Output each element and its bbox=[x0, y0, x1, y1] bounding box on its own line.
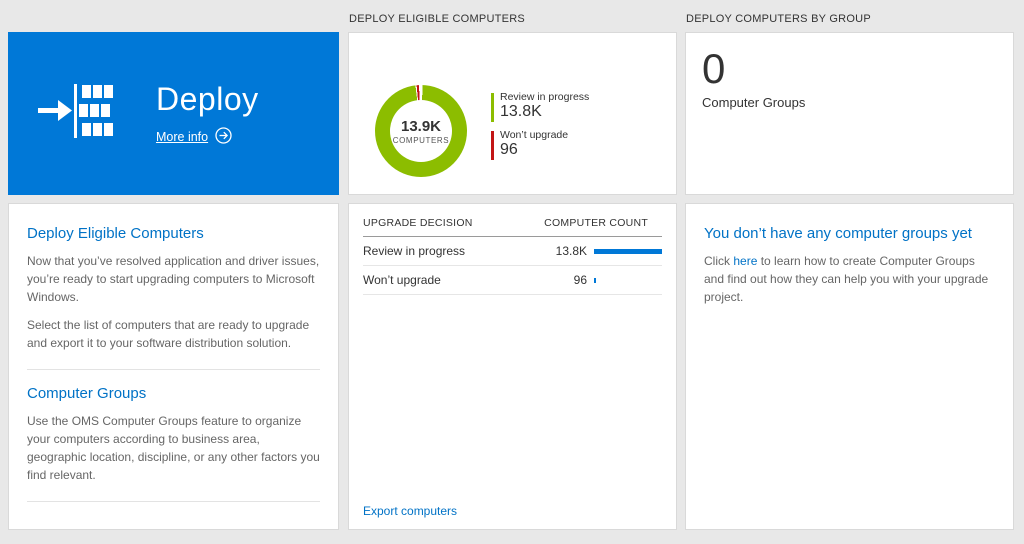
more-info-link[interactable]: More info bbox=[156, 126, 259, 147]
row-count: 96 bbox=[573, 273, 587, 287]
legend-item-review-in-progress: Review in progress 13.8K bbox=[491, 91, 590, 122]
upgrade-decision-panel: UPGRADE DECISION COMPUTER COUNT Review i… bbox=[348, 203, 677, 530]
no-groups-title: You don’t have any computer groups yet bbox=[704, 225, 972, 242]
donut-center: 13.9K COMPUTERS bbox=[390, 100, 452, 162]
deploy-title: Deploy bbox=[156, 80, 259, 117]
column-header-computer-count: COMPUTER COUNT bbox=[544, 217, 648, 229]
deploy-eligible-paragraph-2: Select the list of computers that are re… bbox=[27, 318, 310, 350]
legend-swatch-green bbox=[491, 93, 494, 122]
donut-total-value: 13.9K bbox=[400, 117, 442, 135]
section-divider bbox=[27, 501, 320, 502]
legend-label: Won’t upgrade bbox=[500, 129, 569, 142]
arrow-in-circle-icon bbox=[215, 126, 232, 147]
computer-groups-count: 0 bbox=[702, 45, 726, 92]
count-bar bbox=[594, 248, 662, 254]
section-title-deploy-eligible: Deploy Eligible Computers bbox=[27, 225, 204, 242]
export-computers-link[interactable]: Export computers bbox=[363, 504, 458, 518]
deploy-tile[interactable]: Deploy More info bbox=[8, 32, 339, 195]
computer-groups-tile[interactable]: 0 Computer Groups bbox=[685, 32, 1014, 195]
computer-groups-label: Computer Groups bbox=[702, 95, 806, 111]
table-header-row: UPGRADE DECISION COMPUTER COUNT bbox=[363, 204, 662, 237]
deploy-eligible-paragraph-1: Now that you’ve resolved application and… bbox=[27, 254, 320, 304]
row-bar-zone bbox=[594, 277, 662, 283]
donut-total-label: COMPUTERS bbox=[392, 135, 450, 145]
chart-legend: Review in progress 13.8K Won’t upgrade 9… bbox=[491, 91, 589, 168]
table-row[interactable]: Review in progress 13.8K bbox=[363, 237, 662, 266]
legend-value: 96 bbox=[500, 141, 518, 159]
row-decision: Won’t upgrade bbox=[363, 273, 441, 287]
text-before-link: Click bbox=[704, 254, 734, 268]
legend-value: 13.8K bbox=[500, 103, 542, 120]
column-header-deploy-eligible: DEPLOY ELIGIBLE COMPUTERS bbox=[349, 13, 525, 25]
row-count: 13.8K bbox=[555, 244, 587, 258]
count-bar bbox=[594, 277, 597, 283]
eligible-computers-chart-tile[interactable]: 13.9K COMPUTERS Review in progress 13.8K… bbox=[348, 32, 677, 195]
text-after-link: to learn how to create Computer Groups a… bbox=[704, 254, 989, 304]
deploy-stack-icon bbox=[34, 80, 116, 147]
deploy-description-panel: Deploy Eligible Computers Now that you’v… bbox=[8, 203, 339, 530]
column-header-deploy-by-group: DEPLOY COMPUTERS BY GROUP bbox=[686, 13, 871, 25]
row-decision: Review in progress bbox=[363, 244, 466, 258]
legend-swatch-red bbox=[491, 131, 494, 161]
row-bar-zone bbox=[594, 248, 662, 254]
more-info-label: More info bbox=[156, 129, 209, 144]
donut-ring: 13.9K COMPUTERS bbox=[375, 85, 467, 177]
no-groups-text: Click here to learn how to create Comput… bbox=[704, 252, 995, 306]
computer-groups-paragraph: Use the OMS Computer Groups feature to o… bbox=[27, 414, 320, 482]
here-link[interactable]: here bbox=[733, 254, 758, 268]
table-row[interactable]: Won’t upgrade 96 bbox=[363, 266, 662, 295]
section-title-computer-groups: Computer Groups bbox=[27, 385, 147, 402]
legend-item-wont-upgrade: Won’t upgrade 96 bbox=[491, 129, 589, 161]
computer-groups-info-panel: You don’t have any computer groups yet C… bbox=[685, 203, 1014, 530]
legend-label: Review in progress bbox=[500, 91, 590, 103]
column-header-upgrade-decision: UPGRADE DECISION bbox=[363, 217, 473, 229]
section-divider bbox=[27, 369, 320, 370]
